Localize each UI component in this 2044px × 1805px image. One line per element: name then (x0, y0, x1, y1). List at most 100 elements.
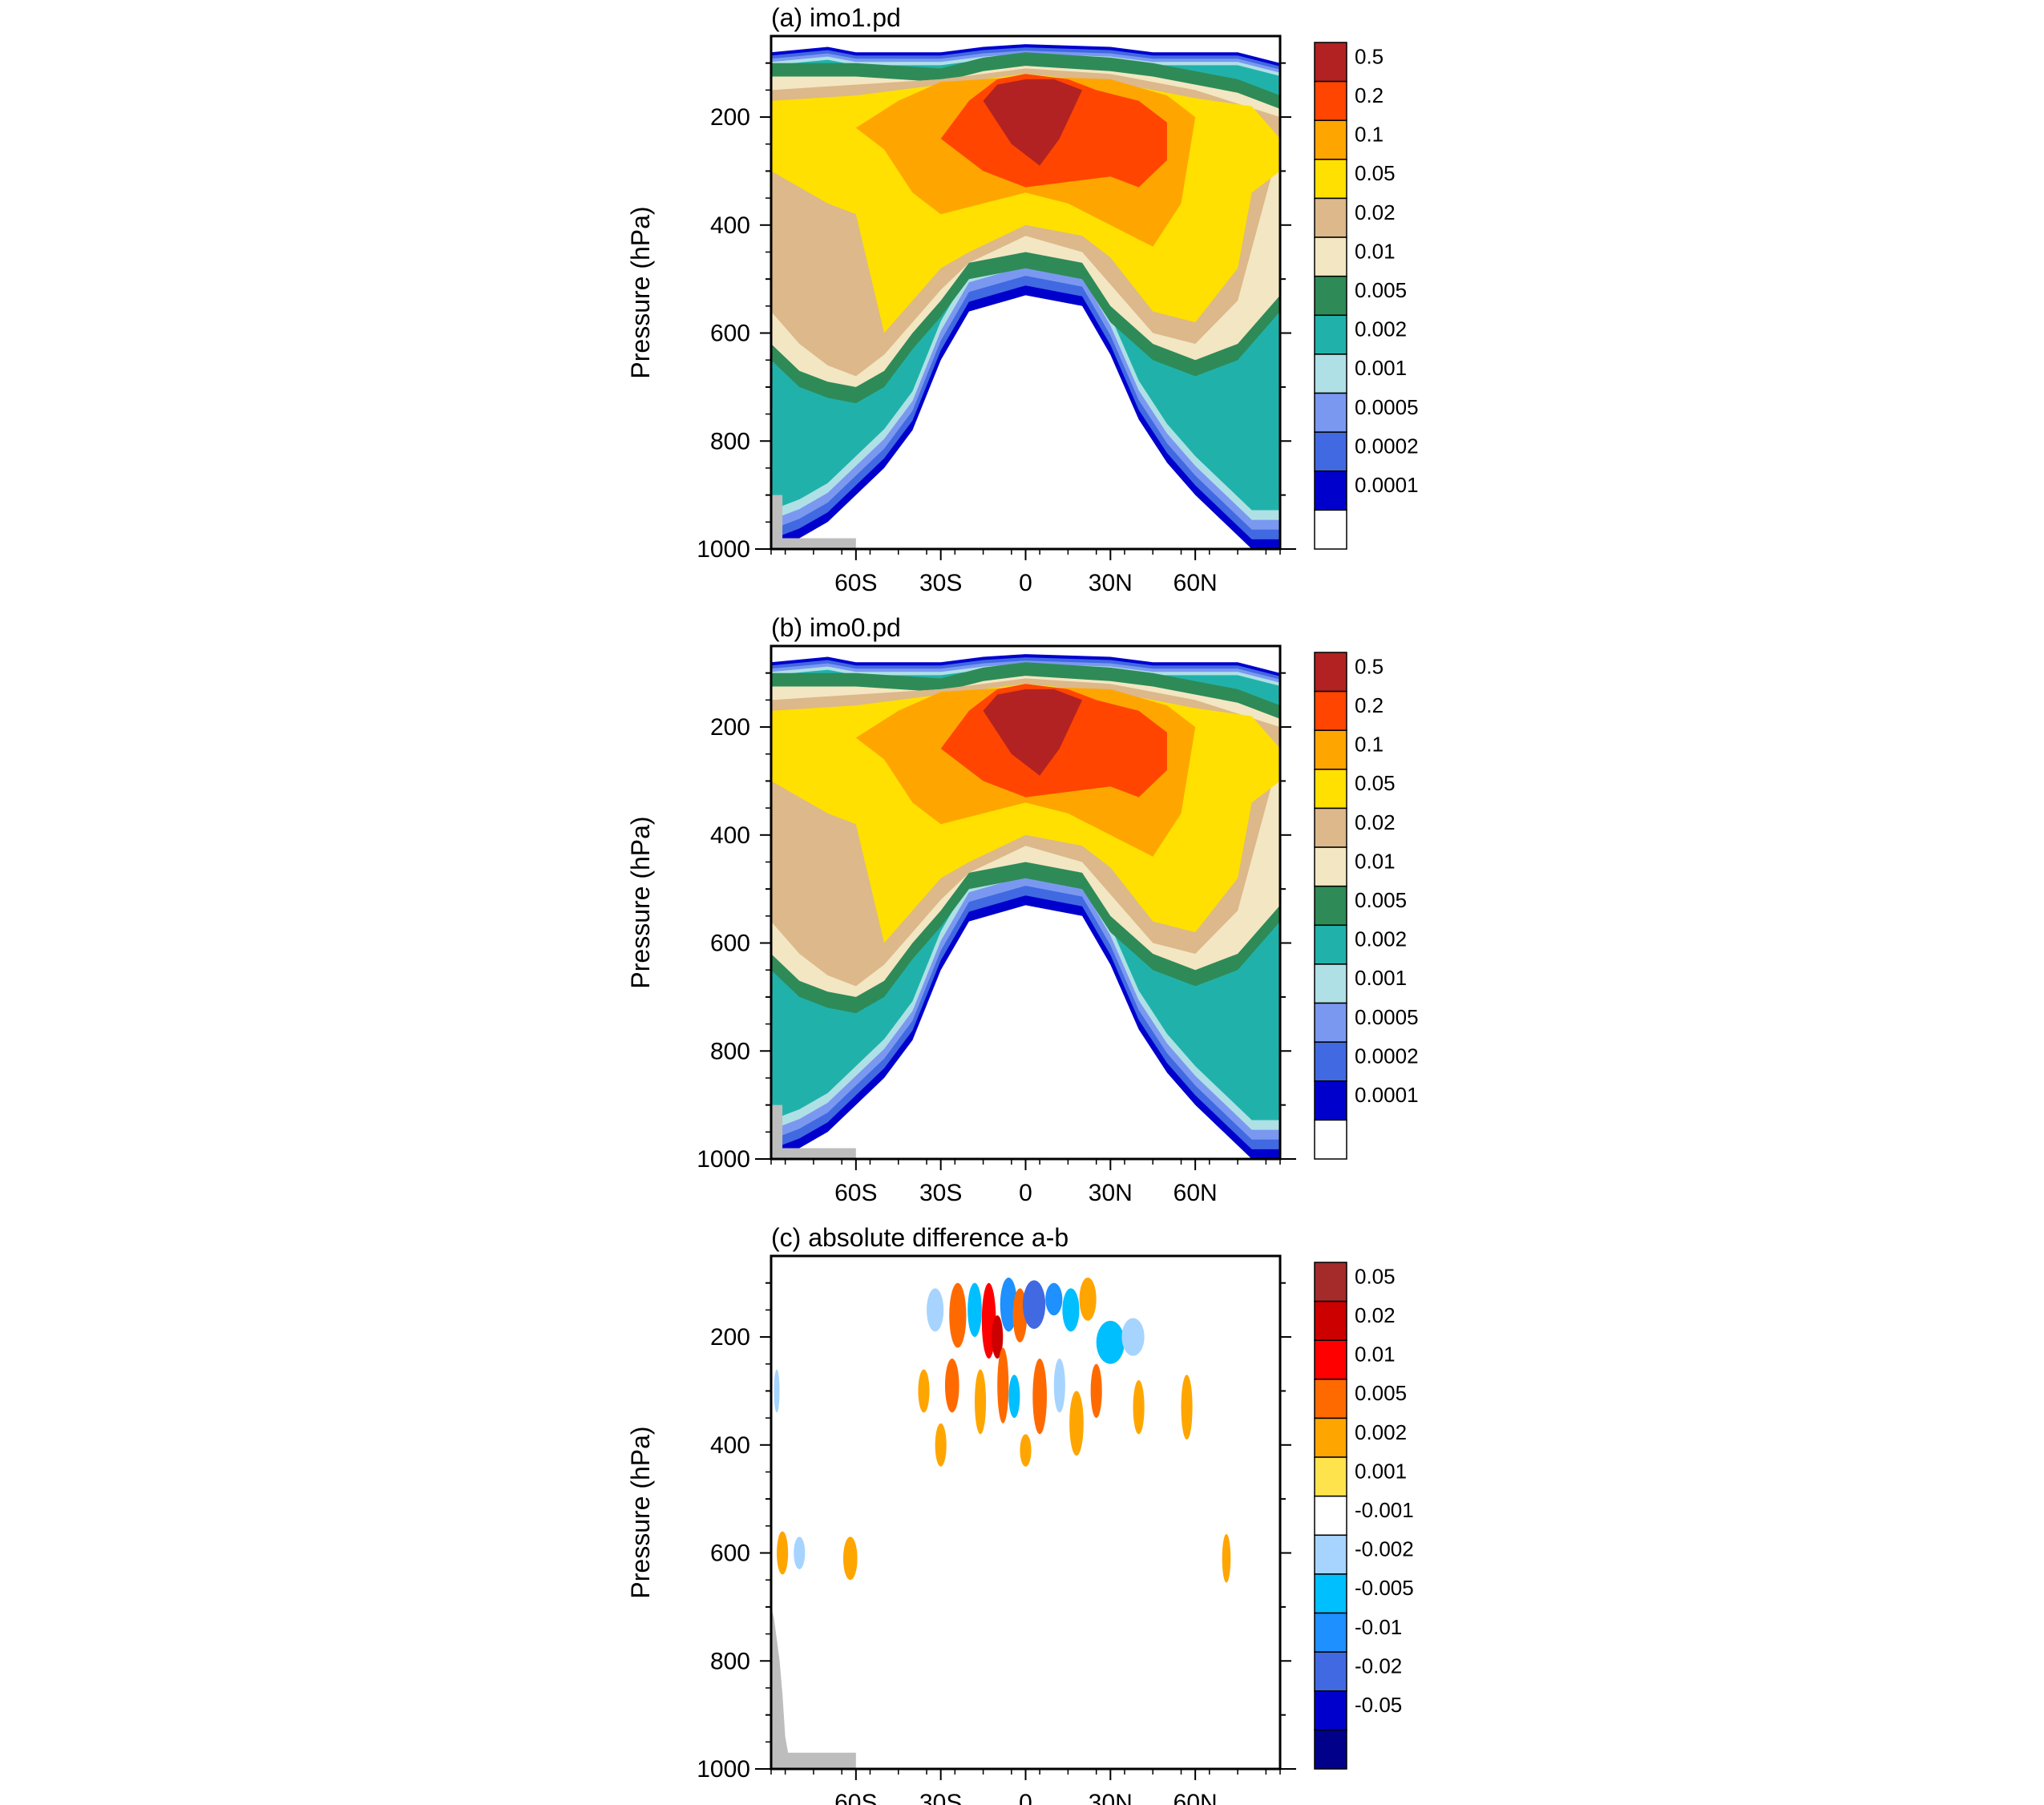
colorbar-label: 0.001 (1355, 356, 1407, 380)
difference-patch (1045, 1282, 1063, 1316)
contour-fill-group (771, 654, 1280, 1159)
colorbar-box (1314, 1651, 1347, 1692)
colorbar-label: 0.05 (1355, 1264, 1396, 1288)
colorbar-box (1314, 431, 1347, 472)
y-tick-label: 600 (710, 1541, 750, 1567)
colorbar-box (1314, 80, 1347, 121)
colorbar-label: 0.5 (1355, 44, 1384, 68)
panel-c: (c) absolute difference a-b 200 400 600 800 1… (626, 1223, 1414, 1805)
colorbar-label: 0.002 (1355, 317, 1407, 341)
colorbar-label: 0.05 (1355, 771, 1396, 795)
colorbar-box (1314, 885, 1347, 927)
colorbar-label: 0.0001 (1355, 1083, 1419, 1107)
difference-patch (1022, 1280, 1046, 1329)
colorbar-box (1314, 353, 1347, 394)
y-tick-label: 200 (710, 714, 750, 741)
colorbar-label: 0.0005 (1355, 395, 1419, 419)
colorbar-label: 0.02 (1355, 200, 1396, 224)
colorbar-box (1314, 197, 1347, 238)
difference-patch (997, 1347, 1009, 1423)
colorbar-label: 0.02 (1355, 810, 1396, 834)
difference-patch (1069, 1391, 1084, 1456)
y-axis-label: Pressure (hPa) (626, 206, 655, 378)
colorbar-box (1314, 1417, 1347, 1458)
colorbar-box (1314, 652, 1347, 693)
difference-patch (967, 1282, 982, 1338)
colorbar-box (1314, 1080, 1347, 1121)
x-tick-label: 30N (1089, 1180, 1133, 1206)
difference-patch (1079, 1277, 1097, 1321)
colorbar-label: 0.1 (1355, 733, 1384, 757)
contour-region-0.5-top (983, 79, 1083, 166)
y-tick-label: 800 (710, 1648, 750, 1674)
contour-region-0.5-top (983, 688, 1083, 776)
land-mask (771, 538, 856, 549)
colorbar-label: 0.5 (1355, 654, 1384, 678)
colorbar-label: 0.02 (1355, 1303, 1396, 1327)
x-tick-label: 30S (919, 570, 962, 596)
x-tick-label: 30N (1089, 1790, 1133, 1805)
x-tick-label: 30N (1089, 570, 1133, 596)
y-tick-label: 800 (710, 1038, 750, 1064)
colorbar-box (1314, 314, 1347, 355)
x-tick-label: 60S (834, 1790, 877, 1805)
difference-patch (935, 1423, 947, 1467)
x-tick-label: 60S (834, 570, 877, 596)
colorbar-label: 0.0001 (1355, 473, 1419, 497)
x-tick-label: 60N (1173, 1180, 1218, 1206)
colorbar-label: 0.002 (1355, 927, 1407, 951)
colorbar-box (1314, 119, 1347, 160)
colorbar-box (1314, 1339, 1347, 1380)
x-tick-label: 30S (919, 1180, 962, 1206)
colorbar-label: -0.05 (1355, 1693, 1402, 1717)
colorbar-label: 0.001 (1355, 966, 1407, 990)
y-tick-label: 400 (710, 1432, 750, 1459)
difference-patch (1133, 1379, 1145, 1435)
land-mask (771, 1606, 856, 1769)
y-tick-label: 800 (710, 428, 750, 454)
difference-patch (1222, 1533, 1231, 1583)
contour-fill-group (771, 44, 1280, 549)
colorbar-box (1314, 1690, 1347, 1731)
x-tick-label: 0 (1019, 1790, 1032, 1805)
colorbar-box (1314, 1573, 1347, 1614)
colorbar-box (1314, 1495, 1347, 1536)
colorbar-box (1314, 236, 1347, 277)
difference-patch (1020, 1434, 1032, 1467)
y-tick-label: 200 (710, 1324, 750, 1351)
colorbar-label: 0.001 (1355, 1459, 1407, 1483)
difference-patch (927, 1288, 944, 1332)
colorbar-label: 0.05 (1355, 161, 1396, 185)
colorbar-label: 0.005 (1355, 1381, 1407, 1405)
colorbar-box (1314, 1041, 1347, 1082)
colorbar-box (1314, 392, 1347, 433)
panel-b: (b) imo0.pd 200 400 600 800 1000 60S 30S 0 30N 60N… (626, 613, 1419, 1206)
difference-patch (949, 1282, 967, 1348)
colorbar-label: -0.005 (1355, 1576, 1414, 1600)
y-tick-label: 600 (710, 931, 750, 957)
contour-fill-group (771, 1277, 1231, 1769)
colorbar-box (1314, 769, 1347, 810)
colorbar-box (1314, 1002, 1347, 1043)
colorbar-label: 0.2 (1355, 83, 1384, 107)
x-tick-label: 30S (919, 1790, 962, 1805)
colorbar-box (1314, 1119, 1347, 1160)
x-tick-label: 60N (1173, 570, 1218, 596)
difference-patch (777, 1531, 789, 1575)
colorbar-box (1314, 924, 1347, 965)
colorbar-box (1314, 1456, 1347, 1497)
panel-title: (b) imo0.pd (771, 613, 901, 642)
colorbar-box (1314, 1262, 1347, 1302)
colorbar-label: -0.002 (1355, 1537, 1414, 1561)
x-tick-label: 0 (1019, 1180, 1032, 1206)
x-tick-label: 60N (1173, 1790, 1218, 1805)
colorbar-label: 0.01 (1355, 849, 1396, 873)
colorbar-label: 0.0005 (1355, 1005, 1419, 1029)
difference-patch (918, 1369, 930, 1413)
y-tick-label: 400 (710, 822, 750, 849)
difference-patch (1162, 1509, 1172, 1543)
land-mask (771, 1148, 856, 1159)
colorbar-box (1314, 807, 1347, 848)
colorbar-box (1314, 690, 1347, 731)
land-mask-edge (771, 495, 783, 549)
